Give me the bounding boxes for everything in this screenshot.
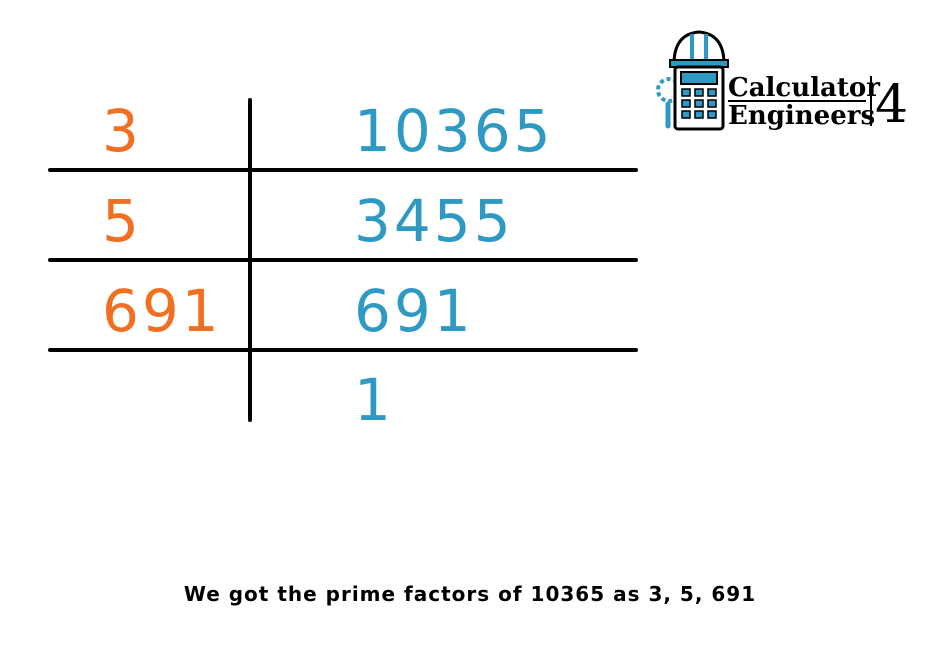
brand-line2: Engineers xyxy=(728,101,875,131)
brand-line1: Calculator xyxy=(728,73,880,103)
brand-number: 4 xyxy=(875,75,908,135)
value-cell: 3455 xyxy=(354,187,514,255)
division-table: 3 10365 5 3455 691 691 1 xyxy=(48,97,638,434)
calculator-helmet-icon xyxy=(656,30,729,131)
divisor-cell: 3 xyxy=(102,97,142,165)
value-cell: 1 xyxy=(354,366,394,434)
divisor-cell: 5 xyxy=(102,187,142,255)
result-caption: We got the prime factors of 10365 as 3, … xyxy=(184,582,756,606)
divisor-cell: 691 xyxy=(102,277,222,345)
value-cell: 691 xyxy=(354,277,474,345)
value-cell: 10365 xyxy=(354,97,554,165)
brand-logo: Calculator Engineers 4 xyxy=(656,30,908,135)
